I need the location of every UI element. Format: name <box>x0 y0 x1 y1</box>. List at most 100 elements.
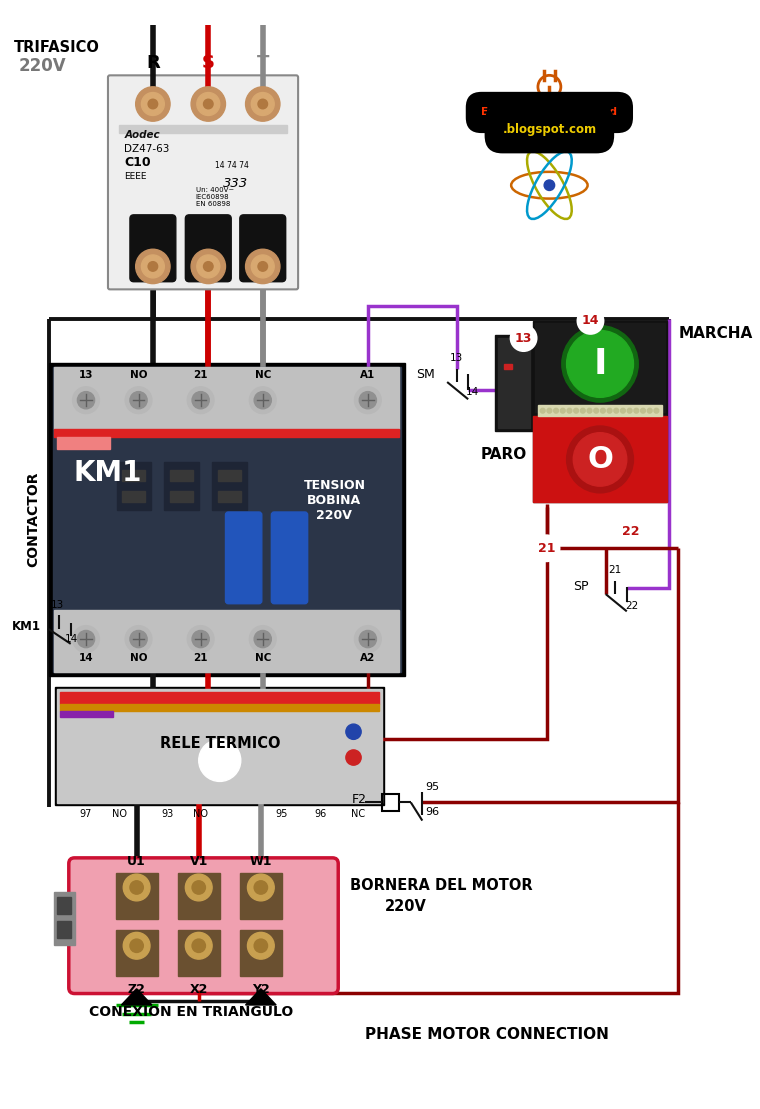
Circle shape <box>192 391 209 409</box>
Circle shape <box>258 262 268 272</box>
Text: PARO: PARO <box>480 447 527 462</box>
Bar <box>218 470 241 481</box>
Bar <box>55 686 384 805</box>
Circle shape <box>198 740 241 782</box>
FancyBboxPatch shape <box>130 215 176 282</box>
Circle shape <box>125 625 152 652</box>
Text: 96: 96 <box>314 808 326 818</box>
Text: NC: NC <box>255 653 271 663</box>
Text: R: R <box>146 53 160 71</box>
Text: PHASE MOTOR CONNECTION: PHASE MOTOR CONNECTION <box>366 1027 610 1042</box>
Circle shape <box>192 881 205 894</box>
Circle shape <box>248 933 274 959</box>
Circle shape <box>562 326 638 403</box>
Bar <box>57 689 382 803</box>
Circle shape <box>254 630 271 648</box>
Text: TRIFASICO: TRIFASICO <box>14 40 100 55</box>
Text: 22: 22 <box>625 601 638 611</box>
Text: 333: 333 <box>223 177 248 190</box>
Bar <box>55 610 400 672</box>
Bar <box>52 367 401 672</box>
Bar <box>119 125 287 133</box>
Circle shape <box>141 92 164 115</box>
Bar <box>218 491 241 502</box>
Bar <box>60 692 379 704</box>
Text: F2: F2 <box>352 793 366 806</box>
Circle shape <box>554 408 559 413</box>
Circle shape <box>581 408 585 413</box>
Circle shape <box>614 408 619 413</box>
Circle shape <box>254 939 268 953</box>
Text: Un: 400V~
IEC60898
EN 60898: Un: 400V~ IEC60898 EN 60898 <box>196 187 234 207</box>
Bar <box>116 930 157 976</box>
Circle shape <box>560 408 565 413</box>
Circle shape <box>621 408 625 413</box>
Circle shape <box>197 255 220 278</box>
Circle shape <box>594 408 599 413</box>
Text: 21: 21 <box>609 566 622 576</box>
Bar <box>170 491 193 502</box>
Text: Y2: Y2 <box>252 983 270 996</box>
Text: U1: U1 <box>127 855 146 868</box>
Text: KM1: KM1 <box>11 620 40 632</box>
Circle shape <box>141 255 164 278</box>
Circle shape <box>567 330 634 397</box>
Bar <box>57 920 71 938</box>
Circle shape <box>254 881 268 894</box>
Circle shape <box>567 426 634 492</box>
Circle shape <box>130 881 144 894</box>
Text: .blogspot.com: .blogspot.com <box>502 123 597 135</box>
FancyBboxPatch shape <box>226 512 261 603</box>
Bar <box>382 794 400 811</box>
Circle shape <box>618 519 643 543</box>
Circle shape <box>258 99 268 109</box>
Text: 13: 13 <box>515 332 532 345</box>
Bar <box>53 893 74 945</box>
Text: 13: 13 <box>450 353 464 363</box>
Text: 95: 95 <box>276 808 288 818</box>
Circle shape <box>187 625 214 652</box>
Circle shape <box>245 250 280 284</box>
Circle shape <box>78 630 94 648</box>
Text: S: S <box>202 53 215 71</box>
Bar <box>535 323 665 411</box>
Circle shape <box>78 391 94 409</box>
Circle shape <box>627 408 632 413</box>
Text: 220V: 220V <box>19 58 67 75</box>
Circle shape <box>511 326 536 350</box>
Polygon shape <box>122 989 152 1005</box>
Text: 96: 96 <box>425 807 439 817</box>
Circle shape <box>641 408 645 413</box>
Text: 95: 95 <box>425 782 439 792</box>
Bar <box>498 338 530 428</box>
Text: 14 74 74: 14 74 74 <box>215 161 249 170</box>
Circle shape <box>354 387 382 414</box>
Text: NC: NC <box>351 808 366 818</box>
Circle shape <box>204 99 213 109</box>
Circle shape <box>185 874 212 901</box>
Circle shape <box>187 387 214 414</box>
Circle shape <box>130 391 147 409</box>
Text: X2: X2 <box>189 983 208 996</box>
Text: 220V: 220V <box>385 899 427 914</box>
Text: 13: 13 <box>51 600 64 610</box>
Circle shape <box>573 433 627 486</box>
Bar <box>122 470 145 481</box>
Circle shape <box>346 750 361 765</box>
Bar <box>178 930 220 976</box>
Text: TENSION
BOBINA
220V: TENSION BOBINA 220V <box>303 479 366 522</box>
Bar <box>57 437 110 449</box>
Circle shape <box>148 262 157 272</box>
Circle shape <box>254 391 271 409</box>
Circle shape <box>125 387 152 414</box>
Circle shape <box>578 308 603 334</box>
Circle shape <box>634 408 638 413</box>
Bar <box>505 364 512 368</box>
Text: EsquemasyElectricidad: EsquemasyElectricidad <box>481 108 617 118</box>
Text: NC: NC <box>255 370 271 380</box>
Text: DZ47-63: DZ47-63 <box>124 144 169 154</box>
Circle shape <box>600 408 605 413</box>
Circle shape <box>544 180 555 191</box>
Text: A2: A2 <box>360 653 375 663</box>
Circle shape <box>607 408 612 413</box>
